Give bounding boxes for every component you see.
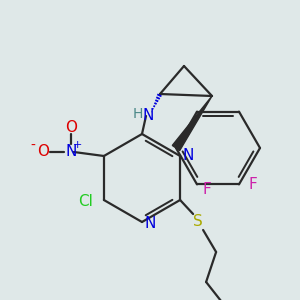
Text: N: N [142, 109, 154, 124]
Text: N: N [65, 145, 76, 160]
Text: Cl: Cl [79, 194, 93, 209]
Text: N: N [144, 217, 156, 232]
Text: +: + [73, 140, 83, 150]
Text: S: S [193, 214, 203, 230]
Text: F: F [202, 182, 211, 197]
Text: N: N [182, 148, 194, 164]
Text: O: O [37, 145, 49, 160]
Text: H: H [133, 107, 143, 121]
Text: O: O [65, 119, 77, 134]
Text: -: - [31, 139, 35, 153]
Text: F: F [249, 177, 257, 192]
Polygon shape [172, 96, 212, 151]
